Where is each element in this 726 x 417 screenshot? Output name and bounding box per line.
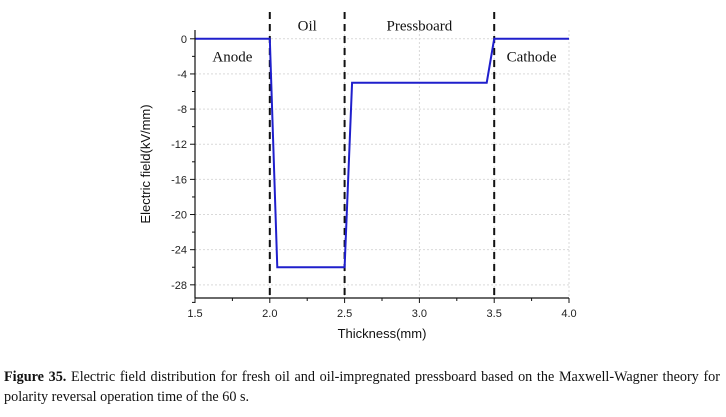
y-tick-label: -24 (171, 245, 187, 257)
y-tick-label: -16 (171, 174, 187, 186)
region-labels: Anode Oil Pressboard Cathode (212, 19, 557, 66)
series-layer (195, 37, 569, 269)
y-axis-title: Electric field(kV/mm) (138, 104, 153, 223)
y-tick-label: -4 (177, 69, 187, 81)
caption-label: Figure 35. (4, 369, 67, 385)
x-tick-label: 3.0 (412, 308, 427, 320)
caption-text: Electric field distribution for fresh oi… (4, 369, 721, 405)
x-tick-label: 3.5 (487, 308, 502, 320)
x-axis-title: Thickness(mm) (338, 326, 427, 341)
grid-lines (194, 30, 570, 298)
y-tick-label: 0 (181, 34, 187, 46)
y-tick-label: -12 (171, 139, 187, 151)
x-tick-label: 1.5 (187, 308, 202, 320)
electric-field-chart: 1.5 2.0 2.5 3.0 3.5 4.0 0 -4 -8 -12 -16 -20 -24 -28 Th… (138, 12, 577, 341)
region-label-anode: Anode (212, 49, 252, 65)
figure-caption: Figure 35. Electric field distribution f… (4, 367, 720, 407)
x-tick-label: 2.0 (262, 308, 277, 320)
x-tick-label: 4.0 (561, 308, 576, 320)
x-tick-label: 2.5 (337, 308, 352, 320)
y-tick-label: -20 (171, 210, 187, 222)
electric-field-line (195, 37, 569, 269)
axes: 1.5 2.0 2.5 3.0 3.5 4.0 0 -4 -8 -12 -16 -20 -24 -28 Th… (138, 30, 577, 341)
boundary-lines (268, 12, 496, 298)
y-tick-label: -28 (171, 280, 187, 292)
y-tick-label: -8 (177, 104, 187, 116)
region-label-pressboard: Pressboard (386, 19, 452, 35)
region-label-oil: Oil (298, 19, 317, 35)
region-label-cathode: Cathode (507, 49, 557, 65)
